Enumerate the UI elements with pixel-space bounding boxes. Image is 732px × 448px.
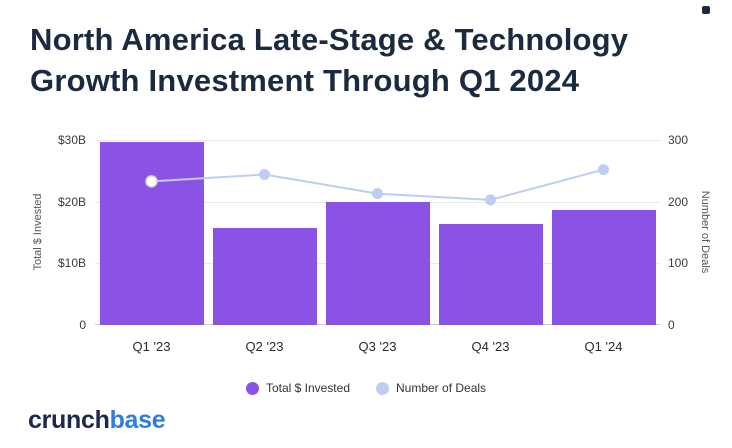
gridline [95,140,660,141]
invested-bar[interactable] [99,141,204,325]
legend: Total $ Invested Number of Deals [0,381,732,395]
x-axis-label: Q1 '24 [584,339,623,354]
corner-mark [702,6,710,14]
invested-bar[interactable] [551,209,656,325]
legend-swatch-total-invested [245,381,259,395]
left-axis-tick: $10B [57,256,86,271]
right-axis-tick: 200 [668,194,689,209]
legend-label-number-of-deals: Number of Deals [396,381,487,395]
crunchbase-logo: crunchbase [28,406,166,435]
right-axis-tick: 0 [668,318,675,332]
page-title-line1: North America Late-Stage & Technology [30,22,629,57]
left-axis-tick: 0 [79,318,86,332]
deals-point[interactable] [259,169,270,181]
x-axis-label: Q1 '23 [132,339,171,354]
crunchbase-logo-crunch: crunch [28,406,110,434]
right-axis-tick: 300 [668,133,689,147]
page-title: North America Late-Stage & Technology Gr… [30,20,628,102]
legend-label-total-invested: Total $ Invested [265,381,350,395]
deals-point[interactable] [372,188,383,200]
right-axis-ticks: 300 200 100 0 [668,133,712,332]
deals-point[interactable] [598,164,609,176]
invested-bar[interactable] [438,224,543,325]
x-axis-label: Q2 '23 [245,339,284,354]
deals-point[interactable] [485,194,496,206]
left-axis-tick: $30B [57,133,86,147]
left-axis-ticks: $30B $20B $10B 0 [0,133,86,332]
crunchbase-logo-base: base [109,406,166,434]
plot-area [95,140,660,325]
legend-swatch-number-of-deals [376,381,389,395]
x-axis-label: Q3 '23 [358,339,397,354]
page-title-line2: Growth Investment Through Q1 2024 [30,62,580,98]
legend-item-total-invested[interactable]: Total $ Invested [245,381,350,395]
x-axis-labels: Q1 '23 Q2 '23 Q3 '23 Q4 '23 Q1 '24 [95,339,660,357]
legend-item-number-of-deals[interactable]: Number of Deals [376,381,486,395]
invested-bar[interactable] [212,227,317,325]
deals-point[interactable] [145,175,158,188]
left-axis-tick: $20B [57,194,86,209]
right-axis-tick: 100 [668,256,689,271]
invested-bar[interactable] [325,202,430,325]
x-axis-label: Q4 '23 [471,339,510,354]
deals-line-chart [145,164,609,206]
